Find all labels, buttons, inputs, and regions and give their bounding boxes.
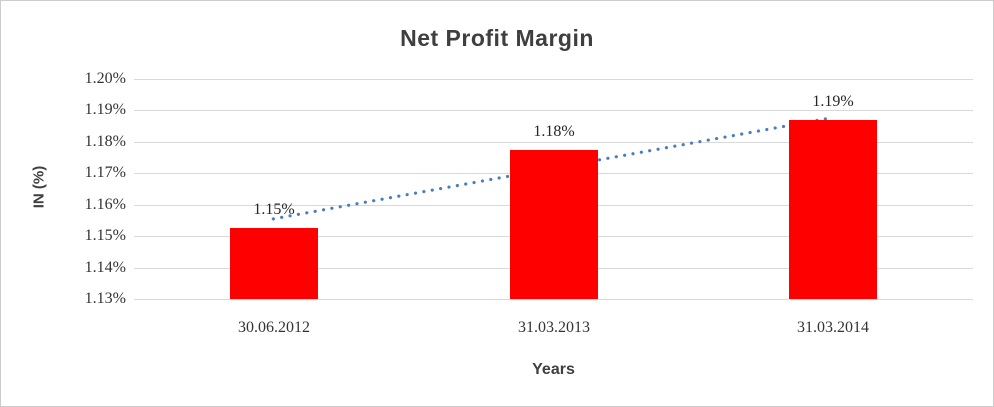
y-tick-label: 1.14% xyxy=(84,259,126,276)
bar-data-label: 1.19% xyxy=(812,93,854,110)
x-tick-label: 31.03.2014 xyxy=(797,319,869,336)
x-axis-title: Years xyxy=(532,361,575,378)
x-tick-label: 30.06.2012 xyxy=(238,319,310,336)
y-tick-label: 1.13% xyxy=(84,290,126,307)
bar[interactable] xyxy=(230,228,318,299)
y-axis-title: IN (%) xyxy=(30,165,48,209)
bar[interactable] xyxy=(510,150,598,299)
bar-data-label: 1.15% xyxy=(253,201,295,218)
gridline xyxy=(134,79,973,80)
chart-title: Net Profit Margin xyxy=(400,25,594,51)
y-tick-label: 1.15% xyxy=(84,227,126,244)
y-tick-label: 1.18% xyxy=(84,133,126,150)
y-tick-label: 1.19% xyxy=(84,101,126,118)
y-tick-label: 1.17% xyxy=(84,164,126,181)
gridline xyxy=(134,110,973,111)
x-tick-label: 31.03.2013 xyxy=(518,319,590,336)
y-tick-label: 1.20% xyxy=(84,70,126,87)
y-tick-label: 1.16% xyxy=(84,196,126,213)
bar-data-label: 1.18% xyxy=(533,123,575,140)
gridline xyxy=(134,299,973,300)
bar[interactable] xyxy=(789,120,877,299)
